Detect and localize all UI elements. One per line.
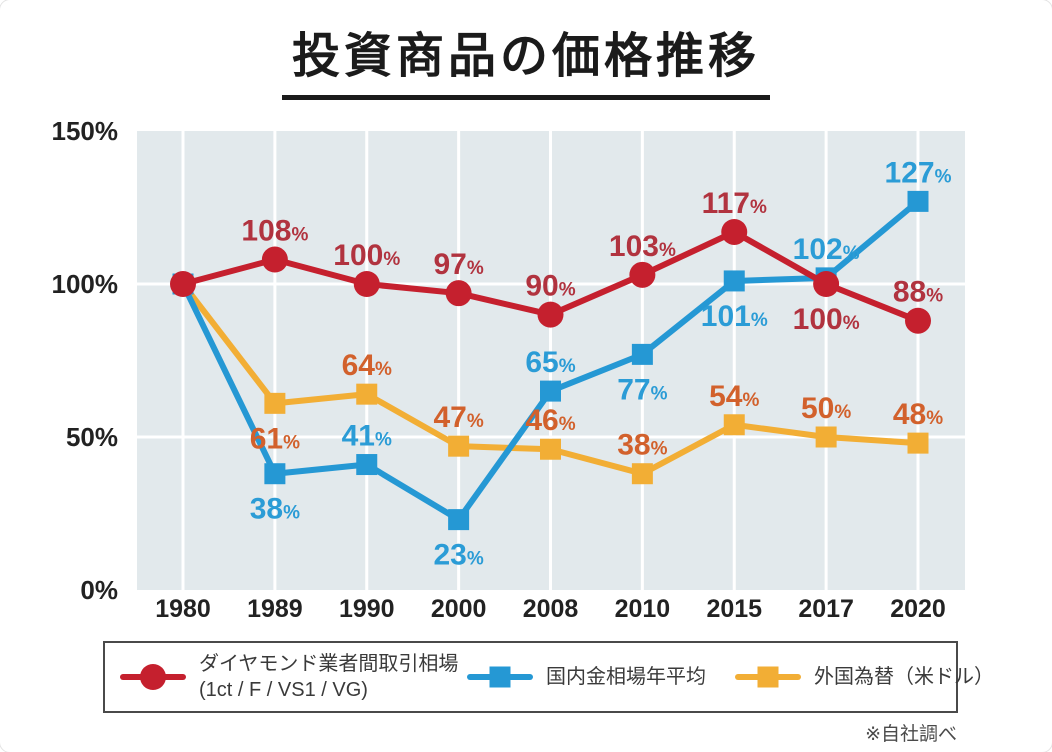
data-label: 48%	[893, 398, 943, 431]
data-label: 47%	[433, 401, 483, 434]
data-label: 41%	[342, 420, 392, 453]
legend-item-gold: 国内金相場年平均	[467, 664, 706, 690]
data-label: 77%	[617, 373, 667, 406]
legend-label-gold: 国内金相場年平均	[546, 666, 706, 688]
forex-series-marker-icon	[735, 664, 801, 690]
data-point	[907, 432, 929, 454]
source-note: ※自社調べ	[865, 724, 957, 745]
data-label: 23%	[433, 539, 483, 572]
data-label: 88%	[893, 276, 943, 309]
y-axis-tick-label: 0%	[80, 575, 118, 605]
data-label: 108%	[241, 215, 308, 248]
data-point	[631, 343, 653, 365]
data-point	[448, 509, 470, 531]
data-point	[448, 435, 470, 457]
data-point	[813, 271, 840, 297]
data-label: 97%	[433, 248, 483, 281]
data-point	[540, 438, 561, 460]
chart-title-wrap: 投資商品の価格推移	[0, 16, 1052, 100]
legend-label-forex: 外国為替（米ドル）	[814, 666, 994, 688]
data-label: 127%	[885, 156, 952, 189]
x-axis-tick-label: 2015	[706, 595, 762, 623]
data-label: 101%	[701, 300, 768, 333]
page-title: 投資商品の価格推移	[281, 16, 770, 100]
data-label: 117%	[702, 187, 767, 220]
data-label: 38%	[250, 493, 300, 526]
legend: ダイヤモンド業者間取引相場 (1ct / F / VS1 / VG) 国内金相場…	[103, 641, 994, 713]
x-axis-tick-label: 2000	[431, 595, 487, 623]
data-point	[170, 271, 196, 297]
data-point	[721, 218, 748, 245]
y-axis-tick-label: 50%	[66, 422, 118, 452]
data-point	[261, 246, 288, 273]
x-axis-tick-label: 1980	[155, 595, 211, 623]
x-axis-tick-label: 1990	[339, 595, 395, 623]
data-point	[264, 392, 286, 414]
data-label: 103%	[609, 230, 676, 263]
data-point	[537, 301, 564, 328]
data-point	[905, 307, 931, 334]
gold-series-marker-icon	[467, 664, 533, 690]
data-point	[353, 271, 380, 297]
y-axis-tick-label: 100%	[52, 269, 119, 299]
data-label: 100%	[793, 303, 860, 336]
x-axis-tick-label: 2010	[615, 595, 671, 623]
data-label: 38%	[617, 429, 667, 462]
data-label: 64%	[342, 349, 392, 382]
data-label: 100%	[333, 239, 400, 272]
legend-item-forex: 外国為替（米ドル）	[735, 664, 994, 690]
data-point	[629, 261, 656, 288]
data-point	[815, 426, 837, 448]
data-point	[264, 463, 286, 485]
legend-label-diamond: ダイヤモンド業者間取引相場 (1ct / F / VS1 / VG)	[199, 653, 459, 701]
x-axis-tick-label: 2008	[523, 595, 579, 623]
diamond-series-marker-icon	[120, 664, 186, 690]
data-point	[723, 414, 745, 436]
data-label: 50%	[801, 392, 851, 425]
data-point	[723, 270, 745, 292]
data-label: 54%	[709, 380, 759, 413]
data-point	[540, 380, 561, 402]
x-axis-tick-label: 2017	[798, 595, 854, 623]
y-axis-tick-label: 150%	[52, 116, 119, 146]
data-point	[356, 383, 378, 405]
data-label: 61%	[250, 422, 300, 455]
data-label: 90%	[525, 270, 575, 303]
data-point	[907, 190, 929, 212]
data-point	[445, 280, 472, 307]
data-label: 65%	[525, 346, 575, 379]
legend-item-diamond: ダイヤモンド業者間取引相場 (1ct / F / VS1 / VG)	[120, 651, 458, 703]
x-axis-tick-label: 1989	[247, 595, 303, 623]
data-point	[631, 463, 653, 485]
data-point	[356, 454, 378, 476]
x-axis-tick-label: 2020	[890, 595, 946, 623]
data-label: 102%	[793, 233, 860, 266]
data-label: 46%	[525, 404, 575, 437]
